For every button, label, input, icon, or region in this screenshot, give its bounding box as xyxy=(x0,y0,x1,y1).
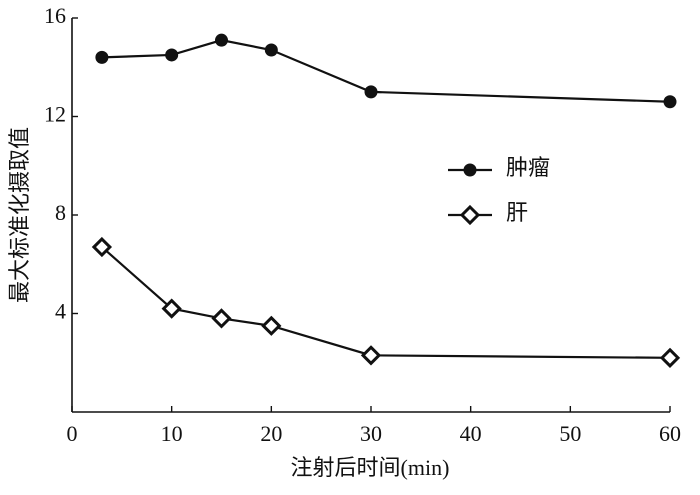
legend-marker xyxy=(463,163,477,177)
y-tick-label: 8 xyxy=(55,200,66,225)
point xyxy=(364,85,378,99)
x-tick-label: 20 xyxy=(260,421,282,446)
x-tick-label: 10 xyxy=(161,421,183,446)
point xyxy=(211,308,232,329)
y-tick-label: 16 xyxy=(44,3,66,28)
series-line xyxy=(101,246,671,359)
point xyxy=(264,43,278,57)
x-tick-label: 0 xyxy=(67,421,78,446)
y-tick-label: 12 xyxy=(44,102,66,127)
point xyxy=(161,298,182,319)
point xyxy=(165,48,179,62)
series-line xyxy=(101,39,671,103)
y-tick-label: 4 xyxy=(55,299,66,324)
point xyxy=(659,347,681,368)
point xyxy=(215,33,228,47)
legend-marker xyxy=(459,204,481,226)
y-axis-label: 最大标准化摄取值 xyxy=(7,127,32,303)
legend-label: 肿瘤 xyxy=(506,155,550,180)
point xyxy=(663,95,677,109)
point xyxy=(95,50,109,64)
point xyxy=(360,345,382,366)
x-axis-label: 注射后时间(min) xyxy=(291,455,450,480)
x-tick-label: 30 xyxy=(360,421,382,446)
x-tick-label: 40 xyxy=(460,421,482,446)
legend-label: 肝 xyxy=(506,200,528,225)
x-tick-label: 60 xyxy=(659,421,681,446)
point xyxy=(261,315,282,336)
point xyxy=(91,236,113,258)
x-tick-label: 50 xyxy=(559,421,581,446)
